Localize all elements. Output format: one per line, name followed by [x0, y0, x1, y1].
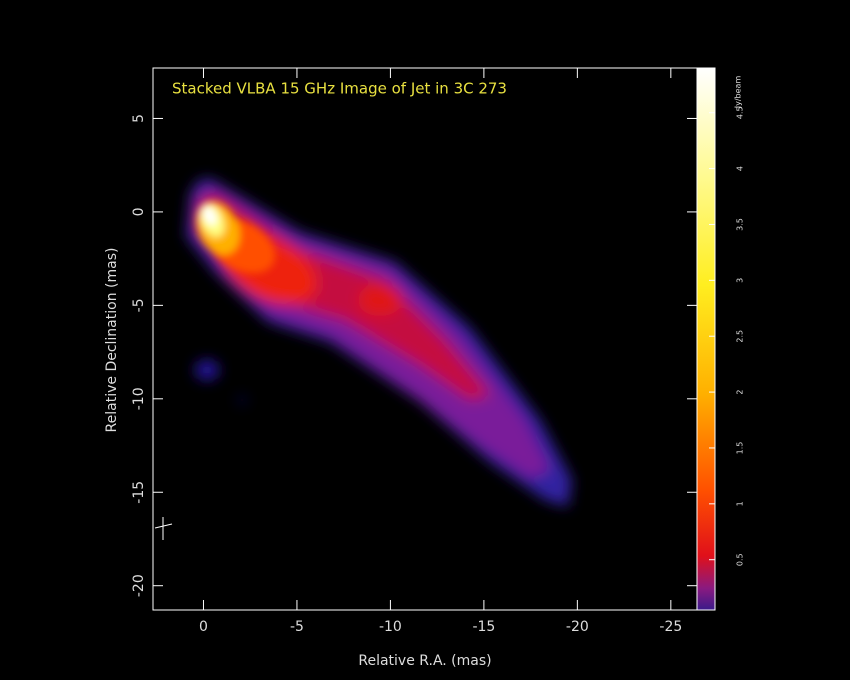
chart-title: Stacked VLBA 15 GHz Image of Jet in 3C 2… [172, 80, 507, 98]
y-axis-label: Relative Declination (mas) [104, 248, 120, 433]
colorbar-tick-label: 1.5 [736, 442, 745, 455]
colorbar-tick-label: 3.5 [736, 218, 745, 231]
x-tick-label: -10 [379, 619, 402, 635]
colorbar-tick-label: 3 [736, 278, 745, 283]
jet-image [186, 178, 572, 508]
x-tick-label: -25 [659, 619, 682, 635]
colorbar-tick-label: 2 [736, 390, 745, 395]
beam [154, 517, 173, 540]
colorbar-tick-label: 4.5 [736, 106, 745, 119]
colorbar [696, 67, 716, 611]
x-tick-label: -5 [290, 619, 304, 635]
x-tick-label: 0 [199, 619, 208, 635]
y-tick-label: -15 [131, 481, 147, 504]
y-tick-label: 5 [131, 114, 147, 123]
colorbar-label: Jy/beam [734, 76, 743, 110]
y-tick-label: -5 [131, 298, 147, 312]
colorbar-tick-label: 1 [736, 501, 745, 506]
y-tick-label: -20 [131, 574, 147, 597]
x-tick-label: -20 [566, 619, 589, 635]
colorbar-tick-label: 0.5 [736, 553, 745, 566]
colorbar-tick-label: 2.5 [736, 330, 745, 343]
x-axis-label: Relative R.A. (mas) [358, 653, 491, 669]
colorbar-tick-label: 4 [736, 166, 745, 171]
y-tick-label: -10 [131, 387, 147, 410]
x-tick-label: -15 [472, 619, 495, 635]
y-tick-label: 0 [131, 207, 147, 216]
